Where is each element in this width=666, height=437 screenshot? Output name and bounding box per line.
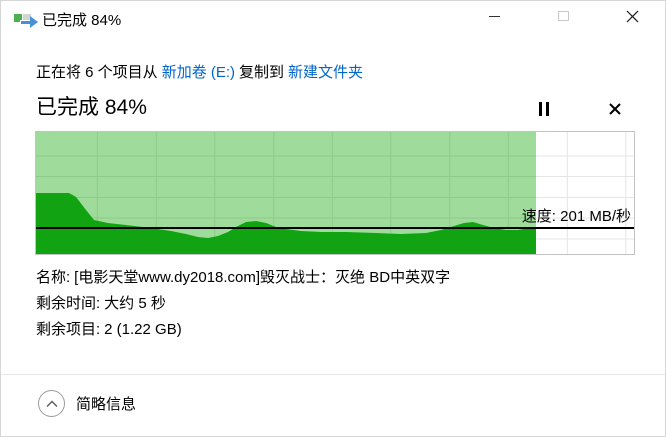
name-label: 名称:	[36, 269, 71, 286]
copy-icon-arrow	[20, 20, 30, 25]
cancel-icon	[609, 103, 621, 115]
items-remaining-label: 剩余项目:	[36, 321, 101, 338]
copy-status-line: 正在将 6 个项目从 新加卷 (E:) 复制到 新建文件夹	[36, 61, 367, 82]
detail-row-time-remaining: 剩余时间: 大约 5 秒	[36, 291, 450, 317]
time-remaining-value: 大约 5 秒	[104, 295, 166, 312]
destination-link[interactable]: 新建文件夹	[288, 64, 364, 81]
progress-title: 已完成 84%	[36, 96, 147, 119]
average-speed-line	[36, 227, 634, 229]
detail-row-name: 名称: [电影天堂www.dy2018.com]毁灭战士：灭绝 BD中英双字	[36, 265, 450, 291]
chevron-up-icon	[38, 390, 65, 417]
copy-line-middle: 复制到	[239, 64, 285, 81]
speed-curve	[36, 193, 536, 254]
maximize-button[interactable]	[540, 1, 586, 31]
cancel-button[interactable]	[600, 96, 630, 122]
items-remaining-value: 2 (1.22 GB)	[104, 321, 182, 338]
source-link[interactable]: 新加卷 (E:)	[161, 64, 236, 81]
copy-line-prefix: 正在将 6 个项目从	[36, 64, 158, 81]
window-title: 已完成 84%	[42, 12, 122, 29]
pause-button[interactable]	[529, 96, 559, 122]
detail-row-items-remaining: 剩余项目: 2 (1.22 GB)	[36, 317, 450, 343]
close-icon	[626, 10, 638, 22]
copy-icon-arrow-head	[30, 16, 38, 28]
details-toggle-label: 简略信息	[76, 396, 137, 413]
transfer-details: 名称: [电影天堂www.dy2018.com]毁灭战士：灭绝 BD中英双字 剩余…	[36, 265, 450, 343]
maximize-icon	[557, 11, 569, 21]
close-button[interactable]	[609, 1, 655, 31]
minimize-icon	[488, 15, 500, 17]
minimize-button[interactable]	[471, 1, 517, 31]
chart-area: 速度: 201 MB/秒	[36, 132, 634, 254]
time-remaining-label: 剩余时间:	[36, 295, 101, 312]
copy-icon	[14, 12, 38, 30]
separator	[1, 374, 665, 375]
copy-icon-target-square	[23, 14, 31, 22]
copy-icon-source-square	[14, 14, 22, 22]
pause-icon	[539, 102, 542, 116]
pause-icon	[546, 102, 549, 116]
details-toggle-button[interactable]: 简略信息	[38, 390, 136, 417]
title-bar: 已完成 84%	[1, 1, 665, 33]
speed-label: 速度: 201 MB/秒	[521, 208, 631, 225]
caption-buttons	[471, 1, 655, 31]
name-value: [电影天堂www.dy2018.com]毁灭战士：灭绝 BD中英双字	[74, 269, 451, 286]
speed-chart: 速度: 201 MB/秒	[35, 131, 635, 255]
